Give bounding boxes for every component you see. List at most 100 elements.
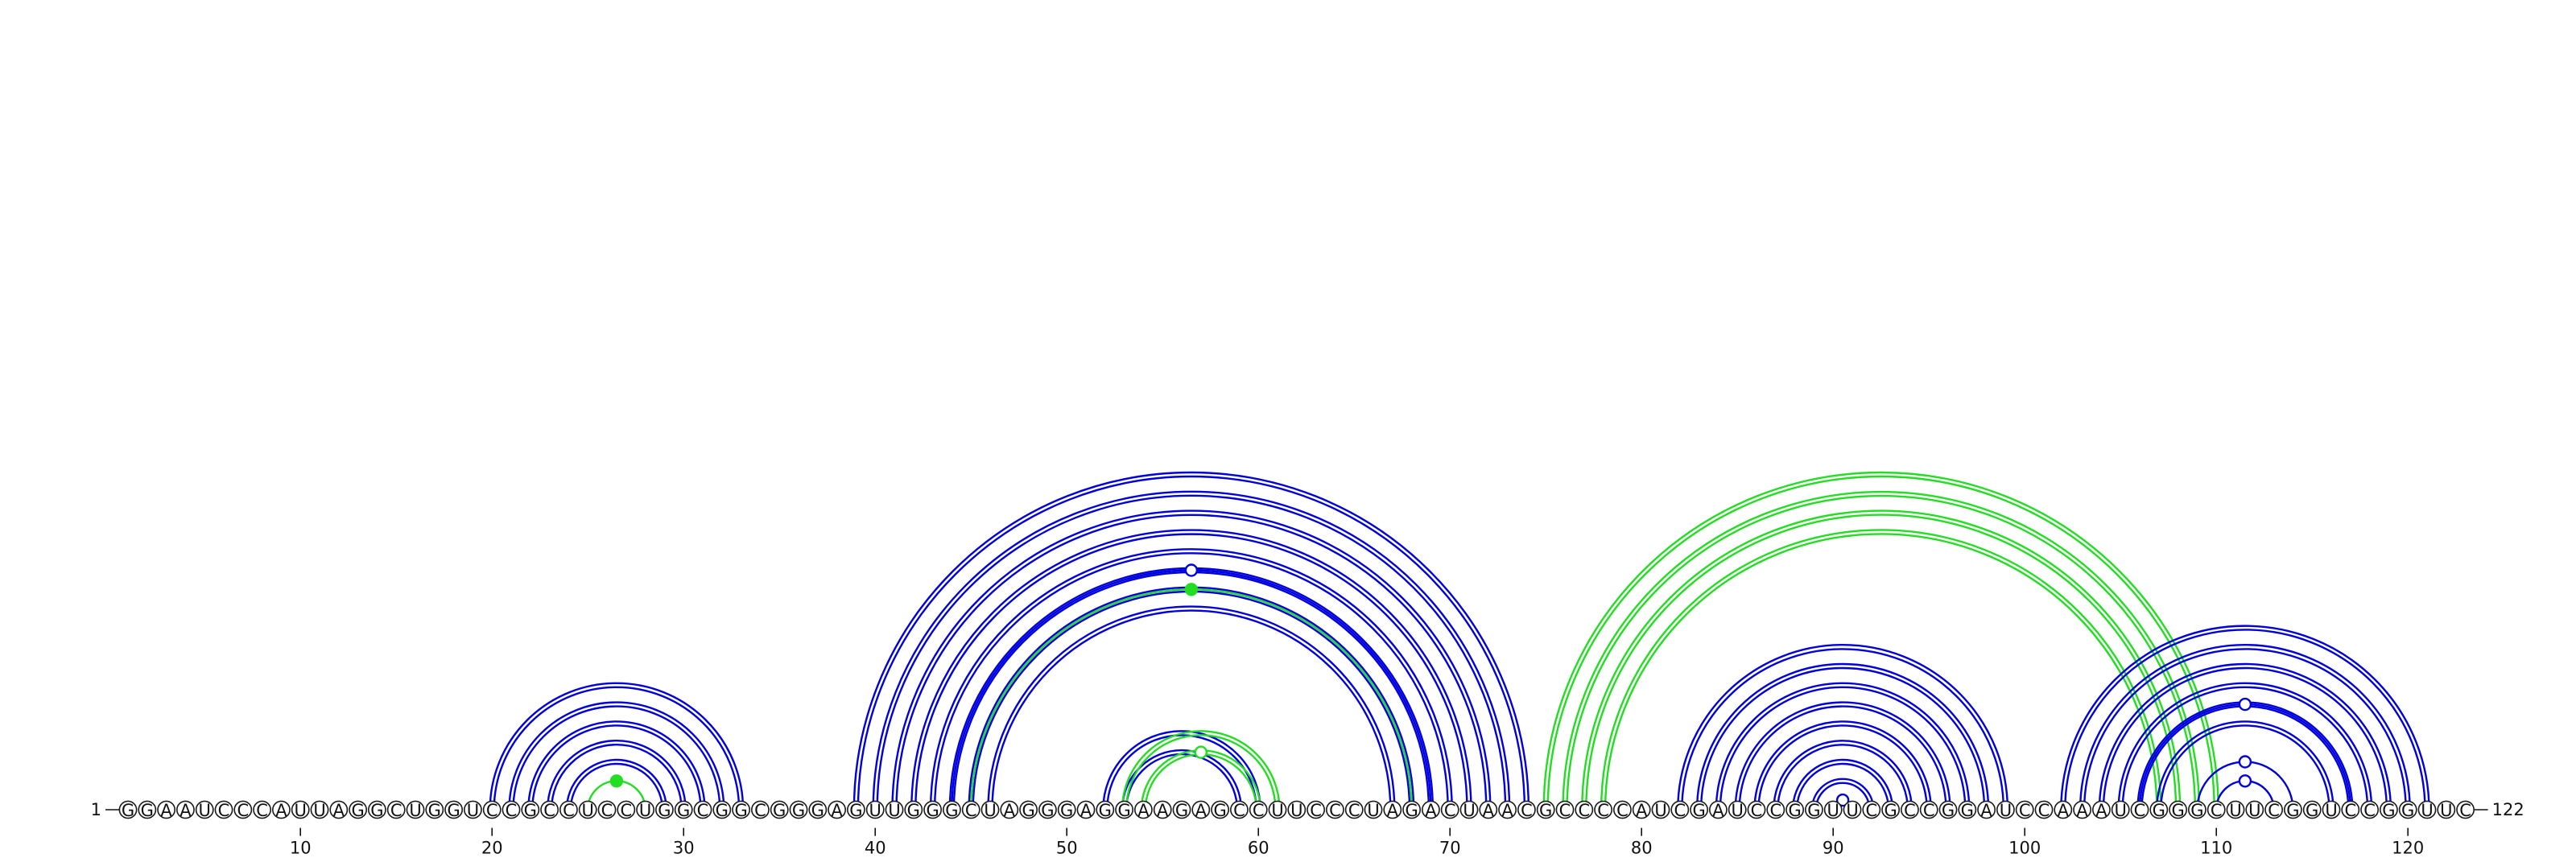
arc-markers (609, 563, 2252, 807)
base-letter-45: C (965, 801, 977, 820)
tick-label-10: 10 (290, 839, 312, 858)
base-letter-41: U (888, 801, 900, 820)
base-letter-100: C (2019, 801, 2031, 820)
base-circle-41 (885, 800, 904, 819)
base-13: G (349, 800, 368, 820)
base-letter-122: U (2440, 801, 2452, 820)
arc-blue-46-67-0 (987, 605, 1396, 811)
base-47: A (1000, 800, 1019, 820)
base-97: G (1958, 800, 1977, 820)
base-letter-107: G (2153, 801, 2165, 820)
base-circle-101 (2034, 800, 2054, 819)
base-circle-40 (865, 800, 885, 819)
base-58: G (1211, 800, 1230, 820)
base-circle-51 (1076, 800, 1096, 819)
base-circle-81 (1651, 800, 1670, 819)
base-circle-117 (2341, 800, 2360, 819)
base-86: C (1747, 800, 1766, 820)
base-10: U (291, 800, 310, 820)
arc-blue-104-119-0 (2098, 662, 2392, 811)
arc-green-53-61-1 (1125, 734, 1277, 811)
base-circle-68 (1402, 800, 1422, 819)
base-113: C (2264, 800, 2284, 820)
base-54: A (1134, 800, 1153, 820)
base-letter-103: A (2076, 801, 2088, 820)
base-circle-110 (2207, 800, 2226, 819)
base-letter-30: G (677, 801, 690, 820)
base-circle-100 (2015, 800, 2034, 819)
base-letter-43: G (926, 801, 939, 820)
base-circle-85 (1728, 800, 1747, 819)
base-letter-120: G (2401, 801, 2414, 820)
base-circle-74 (1517, 800, 1536, 819)
base-circle-49 (1038, 800, 1057, 819)
base-letter-85: U (1732, 801, 1744, 820)
base-letter-39: G (849, 801, 862, 820)
base-circle-45 (961, 800, 980, 819)
arc-blue-20-33-1 (493, 686, 741, 811)
base-18: G (444, 800, 464, 820)
base-circle-62 (1287, 800, 1307, 819)
base-circle-121 (2417, 800, 2437, 819)
arc-marker-open-90-91 (1835, 793, 1850, 807)
base-letter-34: C (754, 801, 766, 820)
arc-blue-41-72-1 (895, 514, 1488, 811)
base-letter-69: A (1425, 801, 1437, 820)
base-45: C (961, 800, 980, 820)
base-letter-58: G (1213, 801, 1226, 820)
base-99: U (1996, 800, 2015, 820)
base-122: U (2437, 800, 2456, 820)
tick-label-100: 100 (2008, 839, 2041, 858)
base-circle-80 (1632, 800, 1651, 819)
base-circle-116 (2322, 800, 2341, 819)
arc-blue-23-30-1 (550, 744, 683, 811)
base-110: C (2207, 800, 2226, 820)
base-letter-16: U (409, 801, 421, 820)
base-letter-74: C (1521, 801, 1533, 820)
base-55: A (1153, 800, 1172, 820)
arc-blue-83-98-1 (1699, 666, 1986, 811)
arc-blue-103-120-0 (2079, 644, 2411, 811)
base-circle-89 (1804, 800, 1823, 819)
base-letter-20: C (486, 801, 498, 820)
base-letter-91: U (1846, 801, 1858, 820)
base-letter-1: G (122, 801, 134, 820)
base-14: G (367, 800, 386, 820)
base-letter-87: C (1769, 801, 1781, 820)
base-letter-28: U (639, 801, 651, 820)
base-102: A (2054, 800, 2073, 820)
arc-blue-87-94-0 (1773, 740, 1913, 811)
base-83: G (1690, 800, 1709, 820)
arc-green-75-110-0 (1542, 471, 2219, 811)
arc-blue-105-118-1 (2121, 686, 2369, 811)
base-circle-15 (386, 800, 406, 819)
base-letter-51: A (1080, 801, 1092, 820)
base-letter-98: A (1980, 801, 1992, 820)
base-112: U (2245, 800, 2264, 820)
base-91: U (1843, 800, 1862, 820)
base-75: G (1536, 800, 1555, 820)
base-79: C (1613, 800, 1632, 820)
base-circle-94 (1900, 800, 1919, 819)
base-56: G (1172, 800, 1191, 820)
arc-blue-87-94-1 (1777, 744, 1909, 811)
base-circle-5 (195, 800, 214, 819)
base-6: C (214, 800, 233, 820)
base-letter-94: C (1904, 801, 1916, 820)
arc-blue-45-68-0 (968, 586, 1415, 811)
base-38: A (828, 800, 847, 820)
arc-blue-82-99-1 (1681, 648, 2005, 811)
base-50: G (1057, 800, 1076, 820)
base-letter-7: C (237, 801, 249, 820)
base-48: G (1019, 800, 1038, 820)
base-circle-16 (406, 800, 425, 819)
base-circle-43 (923, 800, 943, 819)
base-circle-65 (1344, 800, 1364, 819)
base-circle-115 (2302, 800, 2322, 819)
base-circle-92 (1862, 800, 1881, 819)
arc-green-75-110-1 (1546, 475, 2215, 811)
base-77: C (1575, 800, 1594, 820)
arc-blue-84-97-0 (1715, 682, 1971, 811)
base-107: G (2149, 800, 2169, 820)
